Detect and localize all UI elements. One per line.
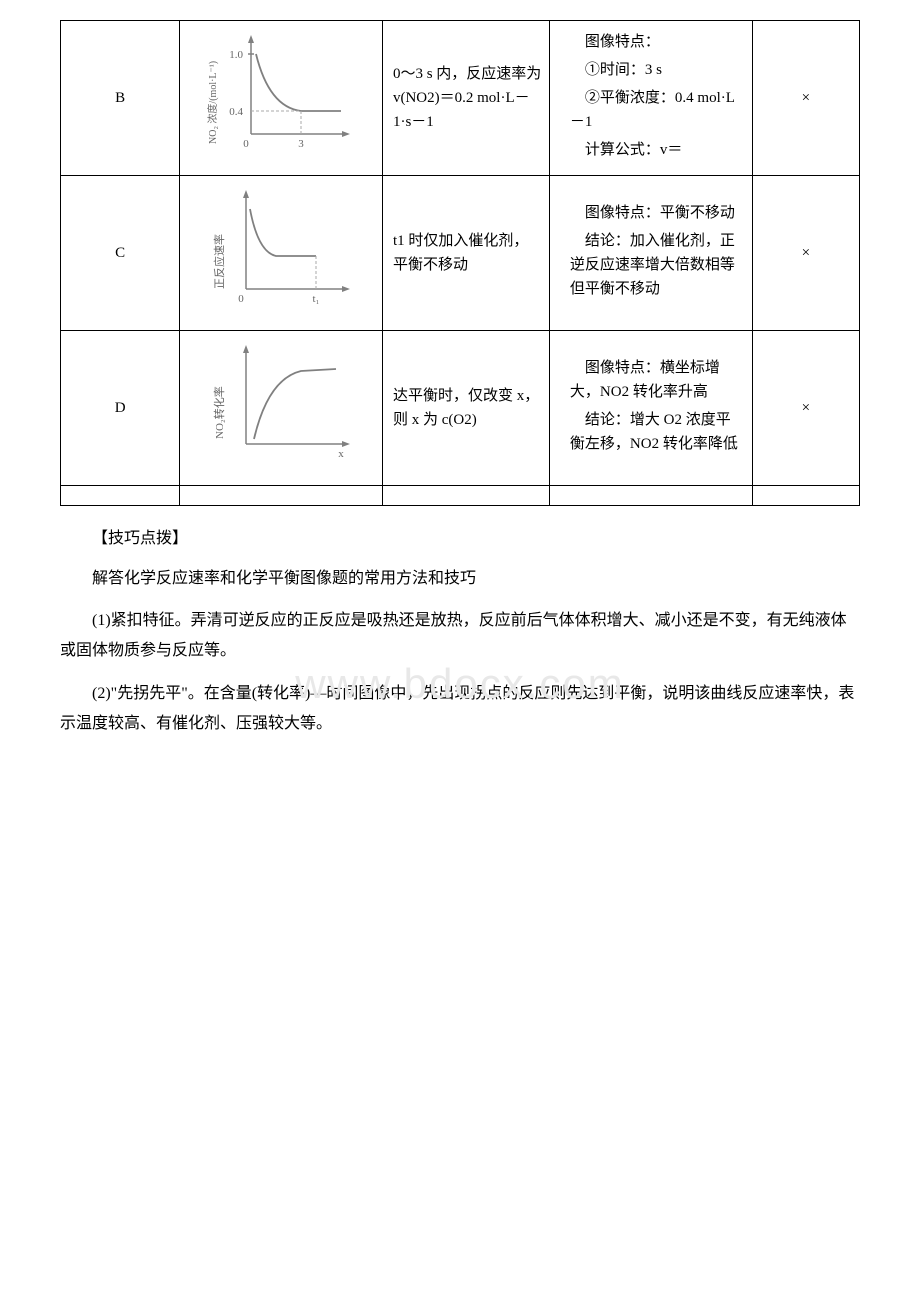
table-row: C t₁ 0 正反应速率 t1 时仅加入催化剂，平衡不移动 图像特点：平衡不移动…: [61, 176, 860, 331]
mark-d: ×: [752, 331, 859, 486]
row-label-b: B: [61, 21, 180, 176]
mark-b: ×: [752, 21, 859, 176]
empty-cell: [549, 486, 752, 506]
analysis-d: 图像特点：横坐标增大，NO2 转化率升高 结论：增大 O2 浓度平衡左移，NO2…: [549, 331, 752, 486]
svg-text:x: x: [338, 448, 344, 460]
empty-cell: [752, 486, 859, 506]
svg-text:0: 0: [238, 293, 244, 305]
mark-c: ×: [752, 176, 859, 331]
desc-d: 达平衡时，仅改变 x，则 x 为 c(O2): [382, 331, 549, 486]
table-row: D x NO₂转化率 达平衡时，仅改变 x，则 x 为 c(O2) 图像特点：横…: [61, 331, 860, 486]
analysis-line: 结论：增大 O2 浓度平衡左移，NO2 转化率降低: [570, 408, 746, 456]
svg-text:t₁: t₁: [313, 293, 320, 305]
row-label-d: D: [61, 331, 180, 486]
empty-cell: [61, 486, 180, 506]
section-title: 【技巧点拨】: [60, 526, 860, 552]
analysis-line: ②平衡浓度：0.4 mol·L－1: [570, 86, 746, 134]
analysis-line: 图像特点：横坐标增大，NO2 转化率升高: [570, 356, 746, 404]
analysis-b: 图像特点： ①时间：3 s ②平衡浓度：0.4 mol·L－1 计算公式：v＝: [549, 21, 752, 176]
svg-text:3: 3: [298, 138, 304, 150]
main-table: B 1.0 0.4 3 0 NO₂ 浓度/(mol·L⁻¹): [60, 20, 860, 506]
chart-c: t₁ 0 正反应速率: [206, 184, 356, 314]
chart-cell-b: 1.0 0.4 3 0 NO₂ 浓度/(mol·L⁻¹): [180, 21, 383, 176]
table-empty-row: [61, 486, 860, 506]
svg-text:NO₂转化率: NO₂转化率: [212, 386, 226, 439]
svg-text:正反应速率: 正反应速率: [212, 234, 226, 289]
desc-b: 0～3 s 内，反应速率为 v(NO2)＝0.2 mol·L－1·s－1: [382, 21, 549, 176]
row-label-c: C: [61, 176, 180, 331]
empty-cell: [180, 486, 383, 506]
table-row: B 1.0 0.4 3 0 NO₂ 浓度/(mol·L⁻¹): [61, 21, 860, 176]
analysis-line: 计算公式：v＝: [570, 138, 746, 162]
paragraph-1: (1)紧扣特征。弄清可逆反应的正反应是吸热还是放热，反应前后气体体积增大、减小还…: [60, 606, 860, 667]
chart-b: 1.0 0.4 3 0 NO₂ 浓度/(mol·L⁻¹): [206, 29, 356, 159]
chart-cell-c: t₁ 0 正反应速率: [180, 176, 383, 331]
chart-cell-d: x NO₂转化率: [180, 331, 383, 486]
analysis-line: 图像特点：: [570, 30, 746, 54]
empty-cell: [382, 486, 549, 506]
chart-d: x NO₂转化率: [206, 339, 356, 469]
svg-text:1.0: 1.0: [229, 49, 243, 61]
analysis-line: 图像特点：平衡不移动: [570, 201, 746, 225]
paragraph-2: (2)"先拐先平"。在含量(转化率)—时间图像中，先出现拐点的反应则先达到平衡，…: [60, 679, 860, 740]
analysis-line: 结论：加入催化剂，正逆反应速率增大倍数相等但平衡不移动: [570, 229, 746, 301]
svg-text:0.4: 0.4: [229, 106, 243, 118]
analysis-c: 图像特点：平衡不移动 结论：加入催化剂，正逆反应速率增大倍数相等但平衡不移动: [549, 176, 752, 331]
subtitle: 解答化学反应速率和化学平衡图像题的常用方法和技巧: [60, 564, 860, 594]
analysis-line: ①时间：3 s: [570, 58, 746, 82]
svg-text:NO₂ 浓度/(mol·L⁻¹): NO₂ 浓度/(mol·L⁻¹): [206, 61, 219, 144]
desc-c: t1 时仅加入催化剂，平衡不移动: [382, 176, 549, 331]
svg-text:0: 0: [243, 138, 249, 150]
